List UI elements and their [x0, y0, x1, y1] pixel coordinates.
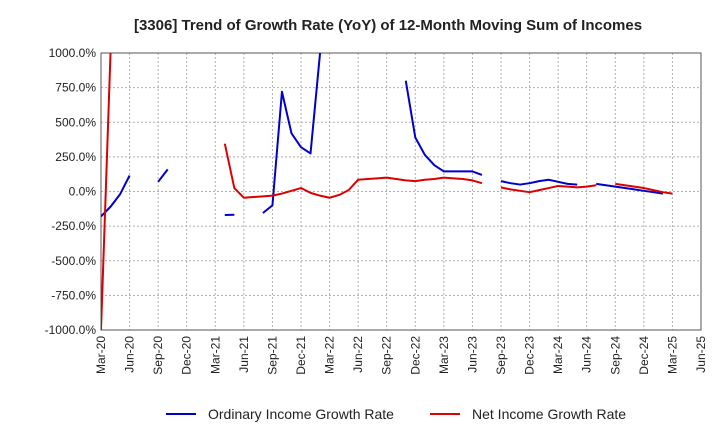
x-tick-label: Jun-20 — [123, 336, 137, 373]
legend-label: Ordinary Income Growth Rate — [208, 406, 394, 422]
x-tick-label: Dec-22 — [408, 336, 422, 375]
x-tick-label: Jun-24 — [580, 336, 594, 373]
x-tick-labels: Mar-20 Jun-20 Sep-20 Dec-20 Mar-21 Jun-21 Sep-… — [94, 336, 708, 375]
y-tick-label: 750.0% — [55, 81, 96, 95]
chart-title: [3306] Trend of Growth Rate (YoY) of 12-… — [134, 17, 642, 34]
x-tick-label: Mar-22 — [323, 336, 337, 374]
x-tick-label: Sep-23 — [494, 336, 508, 375]
y-tick-label: -250.0% — [51, 219, 96, 233]
x-tick-label: Mar-25 — [665, 336, 679, 374]
x-tick-label: Mar-20 — [94, 336, 108, 374]
y-tick-label: -750.0% — [51, 288, 96, 302]
x-tick-label: Jun-22 — [351, 336, 365, 373]
y-tick-label: 250.0% — [55, 150, 96, 164]
x-tick-label: Jun-25 — [694, 336, 708, 373]
x-tick-label: Sep-24 — [608, 336, 622, 375]
series-line-segment — [158, 169, 168, 181]
x-tick-label: Mar-24 — [551, 336, 565, 374]
series-line-segment — [501, 180, 577, 185]
x-tick-label: Jun-21 — [237, 336, 251, 373]
y-tick-label: -1000.0% — [45, 323, 97, 337]
x-tick-label: Jun-23 — [465, 336, 479, 373]
x-tick-label: Sep-22 — [380, 336, 394, 375]
x-tick-label: Dec-21 — [294, 336, 308, 375]
y-tick-label: 0.0% — [69, 185, 97, 199]
y-tick-label: 500.0% — [55, 115, 96, 129]
x-tick-label: Mar-23 — [437, 336, 451, 374]
x-tick-label: Sep-20 — [151, 336, 165, 375]
grid-layer — [101, 53, 701, 330]
y-tick-label: -500.0% — [51, 254, 96, 268]
legend-label: Net Income Growth Rate — [472, 406, 626, 422]
x-tick-label: Mar-21 — [208, 336, 222, 374]
y-tick-labels: 1000.0% 750.0% 500.0% 250.0% 0.0% -250.0% -500… — [45, 46, 97, 337]
y-tick-label: 1000.0% — [49, 46, 97, 60]
x-tick-label: Dec-23 — [523, 336, 537, 375]
series-line-segment — [263, 53, 320, 213]
x-tick-label: Dec-20 — [180, 336, 194, 375]
legend: Ordinary Income Growth Rate Net Income Gr… — [166, 406, 626, 422]
x-tick-label: Dec-24 — [637, 336, 651, 375]
x-tick-label: Sep-21 — [265, 336, 279, 375]
